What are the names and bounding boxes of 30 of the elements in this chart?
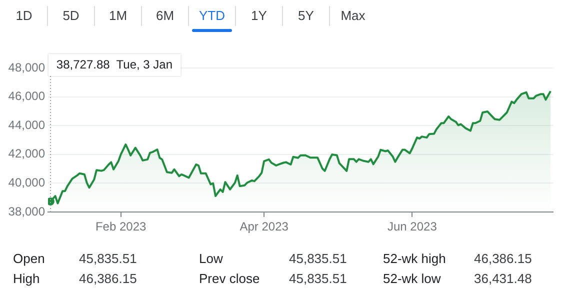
text: Open: [13, 251, 45, 266]
annotation: 38,727.88 Tue, 3 Jan: [56, 57, 173, 72]
x-tick-label: Feb 2023: [95, 220, 147, 234]
text: 46,386.15: [474, 251, 532, 266]
text: 36,431.48: [474, 271, 532, 286]
text: High: [13, 271, 40, 286]
x-tick-label: Apr 2023: [240, 220, 289, 234]
text: Max: [340, 8, 366, 23]
y-tick-label: 40,000: [8, 176, 46, 190]
text: 45,835.51: [79, 251, 137, 266]
text: 1D: [16, 8, 32, 23]
text: 5D: [62, 8, 80, 23]
y-tick-label: 38,000: [8, 204, 46, 218]
text: 52-wk low: [383, 271, 441, 286]
text: Low: [199, 251, 223, 266]
text: 52-wk high: [383, 251, 446, 266]
y-tick-label: 42,000: [8, 146, 46, 161]
text: 45,835.51: [289, 271, 347, 286]
text: 5Y: [298, 8, 314, 23]
x-tick-label: Jun 2023: [387, 220, 438, 234]
text: 45,835.51: [289, 251, 347, 266]
y-tick-label: 46,000: [8, 89, 46, 104]
text: YTD: [199, 8, 225, 23]
text: 1Y: [251, 8, 267, 23]
text: 46,386.15: [79, 271, 137, 286]
y-tick-label: 44,000: [8, 118, 46, 132]
y-tick-label: 48,000: [8, 60, 46, 74]
text: Prev close: [199, 271, 260, 286]
text: 6M: [156, 8, 174, 23]
text: 1M: [108, 8, 128, 23]
